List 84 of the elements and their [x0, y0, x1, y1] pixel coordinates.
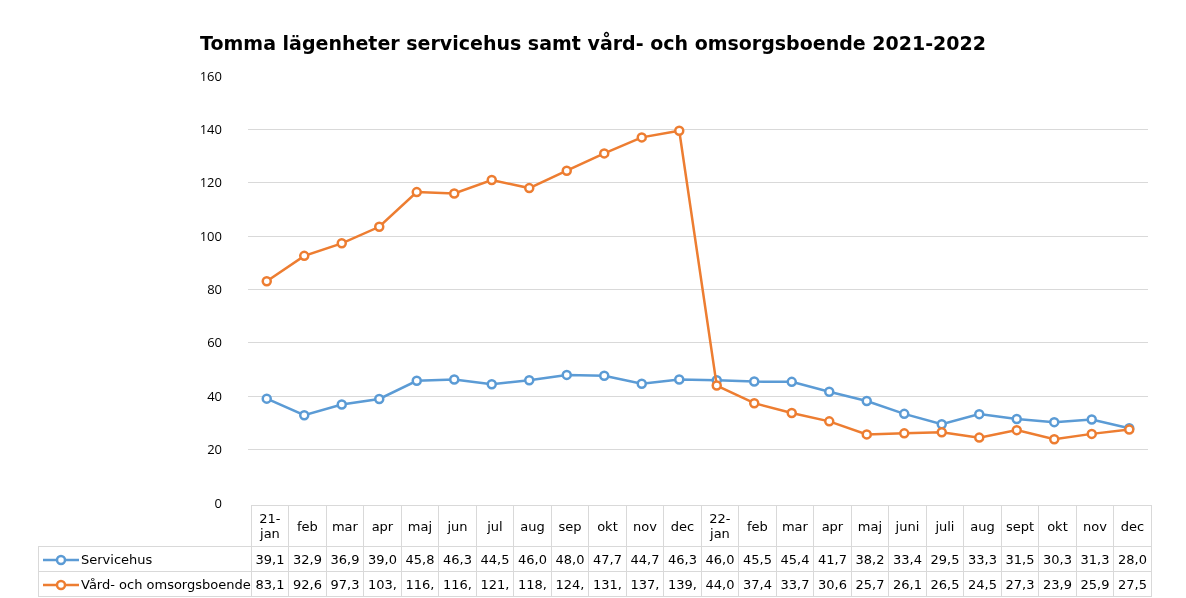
- data-label: 26,5: [926, 571, 964, 597]
- y-tick-label: 20: [207, 440, 222, 459]
- data-label: 29,5: [926, 546, 964, 572]
- x-tick-label: jul: [476, 505, 514, 547]
- data-label: 44,0: [701, 571, 739, 597]
- data-label: 92,6: [288, 571, 327, 597]
- data-label: 23,9: [1038, 571, 1077, 597]
- data-label: 33,7: [776, 571, 814, 597]
- data-label: 46,0: [513, 546, 552, 572]
- data-label: 39,1: [251, 546, 289, 572]
- data-label: 39,0: [363, 546, 402, 572]
- data-label: 45,4: [776, 546, 814, 572]
- x-tick-label: maj: [851, 505, 889, 547]
- data-label: 37,4: [738, 571, 777, 597]
- x-tick-label: mar: [326, 505, 364, 547]
- y-tick-label: 160: [199, 66, 222, 85]
- y-tick-label: 140: [199, 119, 222, 138]
- y-tick-label: 80: [207, 280, 222, 299]
- data-label: 30,6: [813, 571, 852, 597]
- data-label: 45,5: [738, 546, 777, 572]
- data-label: 46,3: [438, 546, 477, 572]
- data-label: 124,: [551, 571, 589, 597]
- data-label: 27,3: [1001, 571, 1039, 597]
- x-tick-label: sept: [1001, 505, 1039, 547]
- x-tick-label: sep: [551, 505, 589, 547]
- x-tick-label: nov: [1076, 505, 1114, 547]
- x-tick-label: apr: [813, 505, 852, 547]
- x-tick-label: maj: [401, 505, 439, 547]
- x-tick-label: juli: [926, 505, 964, 547]
- data-label: 30,3: [1038, 546, 1077, 572]
- y-tick-label: 60: [207, 333, 222, 352]
- legend-label: Servicehus: [38, 546, 252, 572]
- data-label: 116,: [401, 571, 439, 597]
- data-label: 28,0: [1113, 546, 1152, 572]
- data-label: 139,: [663, 571, 702, 597]
- x-tick-label: 21-jan: [251, 505, 289, 547]
- y-tick-label: 120: [199, 173, 222, 192]
- data-label: 36,9: [326, 546, 364, 572]
- x-tick-label: nov: [626, 505, 664, 547]
- data-label: 25,9: [1076, 571, 1114, 597]
- data-label: 25,7: [851, 571, 889, 597]
- x-tick-label: feb: [738, 505, 777, 547]
- x-tick-label: feb: [288, 505, 327, 547]
- data-label: 38,2: [851, 546, 889, 572]
- data-label: 33,4: [888, 546, 927, 572]
- data-label: 103,: [363, 571, 402, 597]
- x-tick-label: aug: [513, 505, 552, 547]
- data-label: 46,3: [663, 546, 702, 572]
- data-label: 137,: [626, 571, 664, 597]
- y-tick-label: 40: [207, 386, 222, 405]
- x-tick-label: 22-jan: [701, 505, 739, 547]
- y-tick-label: 0: [214, 493, 222, 512]
- x-tick-label: apr: [363, 505, 402, 547]
- data-label: 118,: [513, 571, 552, 597]
- data-label: 97,3: [326, 571, 364, 597]
- chart-title: Tomma lägenheter servicehus samt vård- och omsorgsboende 2021-2022: [200, 30, 986, 54]
- y-tick-label: 100: [199, 226, 222, 245]
- data-label: 44,7: [626, 546, 664, 572]
- legend-label: Vård- och omsorgsboende: [38, 571, 252, 597]
- data-label: 44,5: [476, 546, 514, 572]
- data-label: 31,3: [1076, 546, 1114, 572]
- data-label: 46,0: [701, 546, 739, 572]
- x-tick-label: dec: [663, 505, 702, 547]
- data-label: 33,3: [963, 546, 1002, 572]
- data-label: 24,5: [963, 571, 1002, 597]
- data-label: 41,7: [813, 546, 852, 572]
- data-label: 83,1: [251, 571, 289, 597]
- data-label: 31,5: [1001, 546, 1039, 572]
- data-label: 27,5: [1113, 571, 1152, 597]
- data-label: 131,: [588, 571, 627, 597]
- x-tick-label: dec: [1113, 505, 1152, 547]
- data-label: 116,: [438, 571, 477, 597]
- data-label: 45,8: [401, 546, 439, 572]
- x-tick-label: juni: [888, 505, 927, 547]
- x-tick-label: okt: [1038, 505, 1077, 547]
- x-tick-label: jun: [438, 505, 477, 547]
- data-label: 48,0: [551, 546, 589, 572]
- data-label: 121,: [476, 571, 514, 597]
- data-label: 32,9: [288, 546, 327, 572]
- x-tick-label: aug: [963, 505, 1002, 547]
- data-label: 47,7: [588, 546, 627, 572]
- data-label: 26,1: [888, 571, 927, 597]
- x-tick-label: mar: [776, 505, 814, 547]
- x-tick-label: okt: [588, 505, 627, 547]
